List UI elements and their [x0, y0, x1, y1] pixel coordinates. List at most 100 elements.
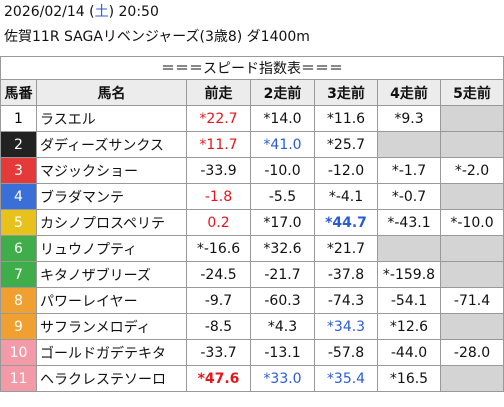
speed-index: -5.5	[250, 183, 315, 210]
datetime: 2026/02/14 (土) 20:50	[4, 0, 504, 25]
horse-row: 6 リュウノプティ *-16.6 *32.6 *21.7	[0, 235, 504, 262]
speed-index: *44.7	[314, 209, 378, 236]
empty-cell	[439, 261, 504, 288]
datetime-part: 2026/02/14 (	[4, 4, 95, 20]
speed-index: *-1.7	[377, 157, 441, 184]
speed-table: ＝＝＝スピード指数表＝＝＝ 馬番 馬名 前走 2走前 3走前 4走前 5走前 1 ラスエル *22…	[0, 56, 504, 392]
column-header: 3走前	[314, 79, 378, 106]
horse-row: 5 カシノプロスペリテ 0.2 *17.0 *44.7 *-43.1 *-10.0	[0, 209, 504, 236]
speed-index: -28.0	[439, 339, 504, 366]
speed-index: *-10.0	[439, 209, 504, 236]
empty-cell	[377, 131, 441, 158]
horse-number: 2	[0, 131, 37, 158]
horse-name: ラスエル	[36, 105, 187, 132]
horse-number: 8	[0, 287, 37, 314]
speed-index: -54.1	[377, 287, 441, 314]
race-info: 佐賀11R SAGAリベンジャーズ(3歳8) ダ1400m	[4, 29, 310, 45]
speed-index: *-16.6	[186, 235, 251, 262]
horse-number: 1	[0, 105, 37, 132]
speed-index: 0.2	[186, 209, 251, 236]
horse-row: 11 ヘラクレステソーロ *47.6 *33.0 *35.4 *16.5	[0, 365, 504, 392]
empty-cell	[439, 235, 504, 262]
speed-index: *11.7	[186, 131, 251, 158]
header: 2026/02/14 (土) 20:50 佐賀11R SAGAリベンジャーズ(3…	[0, 0, 504, 56]
column-header: 4走前	[377, 79, 441, 106]
speed-index: *12.6	[377, 313, 441, 340]
speed-index: *-0.7	[377, 183, 441, 210]
horse-name: ゴールドガデテキタ	[36, 339, 187, 366]
horse-name: パワーレイヤー	[36, 287, 187, 314]
horse-number: 6	[0, 235, 37, 262]
empty-cell	[439, 131, 504, 158]
horse-number: 5	[0, 209, 37, 236]
speed-index: -37.8	[314, 261, 378, 288]
horse-row: 1 ラスエル *22.7 *14.0 *11.6 *9.3	[0, 105, 504, 132]
empty-cell	[377, 235, 441, 262]
speed-index: -10.0	[250, 157, 315, 184]
horse-name: ブラダマンテ	[36, 183, 187, 210]
title-row: ＝＝＝スピード指数表＝＝＝	[0, 56, 504, 80]
speed-index: -9.7	[186, 287, 251, 314]
speed-index: *11.6	[314, 105, 378, 132]
table-body: ＝＝＝スピード指数表＝＝＝ 馬番 馬名 前走 2走前 3走前 4走前 5走前 1 ラスエル *22…	[0, 56, 504, 392]
empty-cell	[439, 183, 504, 210]
header-row: 馬番 馬名 前走 2走前 3走前 4走前 5走前	[0, 79, 504, 106]
column-header: 5走前	[439, 79, 504, 106]
datetime-part: ) 20:50	[108, 4, 159, 20]
horse-name: ヘラクレステソーロ	[36, 365, 187, 392]
speed-index: -44.0	[377, 339, 441, 366]
table-title: ＝＝＝スピード指数表＝＝＝	[0, 56, 504, 80]
speed-index: *-2.0	[439, 157, 504, 184]
speed-index: *16.5	[377, 365, 441, 392]
horse-name: キタノザブリーズ	[36, 261, 187, 288]
speed-index: *14.0	[250, 105, 315, 132]
horse-name: リュウノプティ	[36, 235, 187, 262]
speed-index: -57.8	[314, 339, 378, 366]
speed-index: *21.7	[314, 235, 378, 262]
horse-row: 10 ゴールドガデテキタ -33.7 -13.1 -57.8 -44.0 -28.0	[0, 339, 504, 366]
datetime-part: 土	[94, 4, 109, 20]
column-header: 前走	[186, 79, 251, 106]
speed-index: -74.3	[314, 287, 378, 314]
horse-number: 10	[0, 339, 37, 366]
horse-name: ダディーズサンクス	[36, 131, 187, 158]
speed-index: -1.8	[186, 183, 251, 210]
speed-index: -8.5	[186, 313, 251, 340]
speed-index: -12.0	[314, 157, 378, 184]
empty-cell	[439, 105, 504, 132]
speed-index: *22.7	[186, 105, 251, 132]
speed-index: *25.7	[314, 131, 378, 158]
horse-row: 4 ブラダマンテ -1.8 -5.5 *-4.1 *-0.7	[0, 183, 504, 210]
speed-index: *33.0	[250, 365, 315, 392]
column-header: 馬番	[0, 79, 37, 106]
horse-name: マジックショー	[36, 157, 187, 184]
speed-index: *47.6	[186, 365, 251, 392]
horse-name: カシノプロスペリテ	[36, 209, 187, 236]
speed-index: -60.3	[250, 287, 315, 314]
speed-index: *-4.1	[314, 183, 378, 210]
speed-index: *35.4	[314, 365, 378, 392]
speed-index: *17.0	[250, 209, 315, 236]
speed-index: *32.6	[250, 235, 315, 262]
horse-number: 9	[0, 313, 37, 340]
speed-index: -33.7	[186, 339, 251, 366]
horse-row: 8 パワーレイヤー -9.7 -60.3 -74.3 -54.1 -71.4	[0, 287, 504, 314]
speed-index: -13.1	[250, 339, 315, 366]
speed-index: *4.3	[250, 313, 315, 340]
horse-row: 2 ダディーズサンクス *11.7 *41.0 *25.7	[0, 131, 504, 158]
empty-cell	[439, 365, 504, 392]
horse-number: 3	[0, 157, 37, 184]
speed-index: -71.4	[439, 287, 504, 314]
column-header: 2走前	[250, 79, 315, 106]
column-header: 馬名	[36, 79, 187, 106]
horse-row: 9 サフランメロディ -8.5 *4.3 *34.3 *12.6	[0, 313, 504, 340]
horse-number: 4	[0, 183, 37, 210]
speed-index: *-43.1	[377, 209, 441, 236]
horse-row: 3 マジックショー -33.9 -10.0 -12.0 *-1.7 *-2.0	[0, 157, 504, 184]
horse-row: 7 キタノザブリーズ -24.5 -21.7 -37.8 *-159.8	[0, 261, 504, 288]
speed-index: *-159.8	[377, 261, 441, 288]
empty-cell	[439, 313, 504, 340]
speed-index: *9.3	[377, 105, 441, 132]
speed-index: -24.5	[186, 261, 251, 288]
